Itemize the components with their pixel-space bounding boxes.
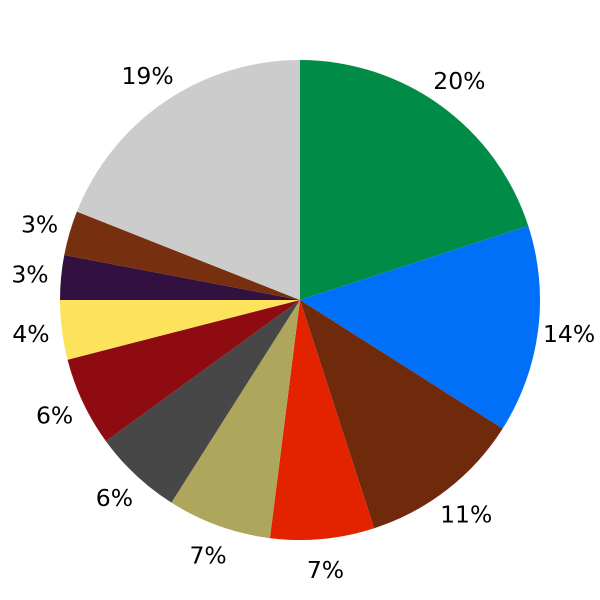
pie-slice-1-14pct: [300, 225, 540, 429]
pie-slice-label-6: 6%: [36, 402, 73, 430]
pie-slice-label-3: 7%: [307, 556, 344, 584]
pie-slice-5-6pct: [105, 300, 300, 503]
pie-slice-4-7pct: [171, 300, 300, 539]
pie-slice-3-7pct: [269, 300, 375, 541]
pie-slice-label-5: 6%: [96, 484, 133, 512]
pie-slice-10-19pct: [76, 59, 300, 300]
pie-slice-label-8: 3%: [11, 261, 48, 289]
pie-slice-label-0: 20%: [433, 67, 485, 95]
pie-slice-label-4: 7%: [189, 541, 226, 569]
pie-slice-8-3pct: [60, 255, 300, 300]
pie-slice-label-1: 14%: [543, 320, 595, 348]
pie-slice-9-3pct: [64, 211, 300, 300]
pie-slice-label-2: 11%: [440, 501, 492, 529]
pie-slice-0-20pct: [300, 60, 529, 300]
pie-slice-6-6pct: [67, 300, 300, 442]
pie-slice-2-11pct: [300, 300, 503, 529]
pie-slice-label-9: 3%: [21, 211, 58, 239]
pie-slice-7-4pct: [60, 300, 300, 360]
pie-slice-label-7: 4%: [12, 320, 49, 348]
pie-slice-label-10: 19%: [121, 62, 173, 90]
